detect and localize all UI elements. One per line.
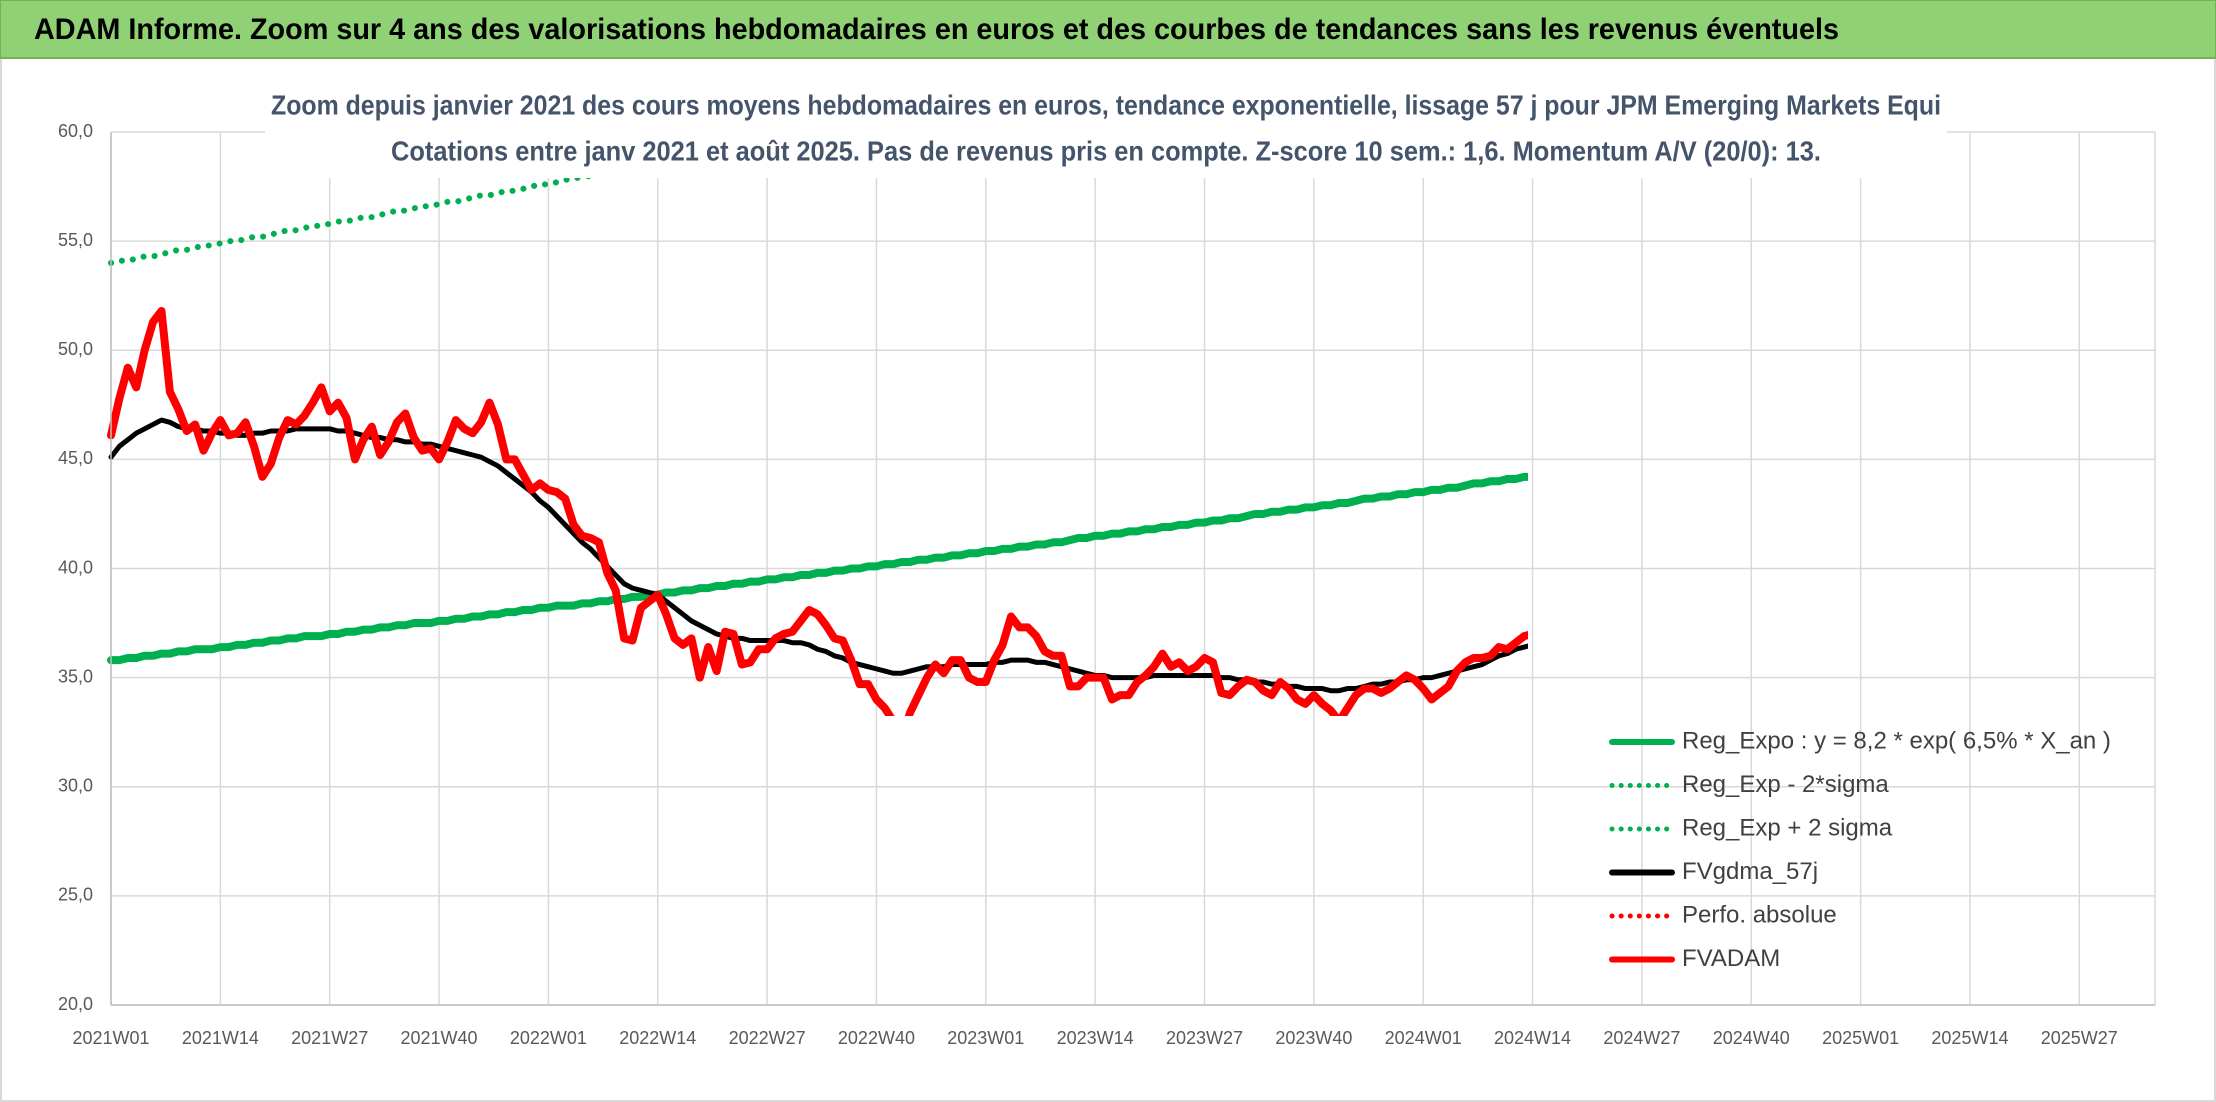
- legend-label: Reg_Exp + 2 sigma: [1682, 814, 1893, 841]
- x-tick-label: 2021W14: [182, 1028, 259, 1048]
- x-tick-label: 2022W40: [838, 1028, 915, 1048]
- title-box: [265, 82, 1947, 178]
- legend-label: Perfo. absolue: [1682, 901, 1837, 928]
- y-tick-label: 25,0: [58, 885, 93, 905]
- chart-title-line: Zoom depuis janvier 2021 des cours moyen…: [271, 89, 1941, 120]
- x-tick-label: 2023W01: [947, 1028, 1024, 1048]
- x-tick-label: 2022W14: [619, 1028, 696, 1048]
- y-tick-label: 40,0: [58, 557, 93, 577]
- legend-label: FVADAM: [1682, 945, 1780, 972]
- x-tick-label: 2025W01: [1822, 1028, 1899, 1048]
- x-tick-label: 2023W40: [1275, 1028, 1352, 1048]
- x-tick-label: 2022W27: [729, 1028, 806, 1048]
- axes: 20,0 25,0 30,0 35,0 40,0 45,0 50,0 55,0 60,0 2021…: [58, 121, 2155, 1048]
- y-tick-label: 30,0: [58, 776, 93, 796]
- x-tick-label: 2022W01: [510, 1028, 587, 1048]
- y-tick-label: 35,0: [58, 666, 93, 686]
- series-line: [107, 306, 1528, 716]
- legend-label: Reg_Exp - 2*sigma: [1682, 771, 1889, 798]
- x-tick-label: 2025W27: [2041, 1028, 2118, 1048]
- y-tick-label: 20,0: [58, 994, 93, 1014]
- x-tick-label: 2021W01: [72, 1028, 149, 1048]
- legend: Reg_Expo : y = 8,2 * exp( 6,5% * X_an ) R…: [1609, 727, 2111, 972]
- header-bar: [0, 0, 2216, 59]
- series-line: [108, 417, 1528, 694]
- legend-label: Reg_Expo : y = 8,2 * exp( 6,5% * X_an ): [1682, 727, 2111, 754]
- x-tick-label: 2023W27: [1166, 1028, 1243, 1048]
- plot-lines: [107, 88, 1528, 716]
- x-tick-label: 2024W27: [1603, 1028, 1680, 1048]
- page-title: ADAM Informe. Zoom sur 4 ans des valoris…: [34, 13, 1839, 46]
- x-tick-label: 2021W27: [291, 1028, 368, 1048]
- y-tick-label: 45,0: [58, 448, 93, 468]
- y-tick-label: 50,0: [58, 339, 93, 359]
- chart-title-line: Cotations entre janv 2021 et août 2025. …: [391, 135, 1821, 166]
- x-tick-label: 2024W40: [1713, 1028, 1790, 1048]
- y-tick-label: 60,0: [58, 121, 93, 141]
- y-tick-label: 55,0: [58, 230, 93, 250]
- x-tick-label: 2024W14: [1494, 1028, 1571, 1048]
- legend-label: FVgdma_57j: [1682, 858, 1818, 885]
- series-line: [107, 472, 1528, 665]
- x-tick-label: 2025W14: [1931, 1028, 2008, 1048]
- x-tick-label: 2024W01: [1385, 1028, 1462, 1048]
- x-tick-label: 2023W14: [1057, 1028, 1134, 1048]
- x-tick-label: 2021W40: [401, 1028, 478, 1048]
